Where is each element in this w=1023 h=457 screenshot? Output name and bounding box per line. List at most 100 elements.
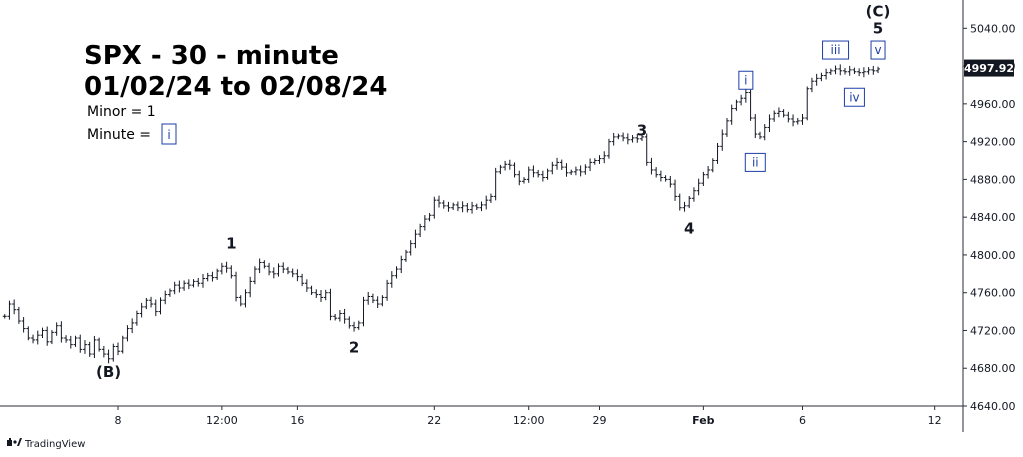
price-bar <box>238 295 243 307</box>
tradingview-logo-icon <box>7 438 22 446</box>
price-bar <box>26 326 31 341</box>
x-tick-label: 16 <box>290 414 304 427</box>
price-bar <box>45 326 50 346</box>
price-bar <box>555 157 560 170</box>
price-bar <box>101 345 106 358</box>
price-bar <box>97 337 102 352</box>
price-bar <box>861 67 866 78</box>
price-bar <box>526 166 531 183</box>
price-bar <box>493 167 498 201</box>
price-bar <box>677 193 682 211</box>
price-bar <box>16 306 21 324</box>
legend-minor: Minor = 1 <box>87 104 156 120</box>
price-bar <box>271 267 276 279</box>
y-tick-label: 4880.00 <box>970 173 1016 186</box>
price-bar <box>682 201 687 212</box>
price-bar <box>748 89 753 121</box>
price-bar <box>257 258 262 274</box>
price-bar <box>375 296 380 308</box>
price-bar <box>611 132 616 146</box>
wave-label: 5 <box>873 19 883 37</box>
price-bar <box>215 268 220 280</box>
price-bar <box>701 171 706 187</box>
price-bar <box>838 64 843 76</box>
price-bar <box>498 164 503 175</box>
price-bar <box>857 68 862 77</box>
price-bar <box>809 77 814 93</box>
x-tick-label: 29 <box>593 414 607 427</box>
price-bar <box>762 124 767 141</box>
price-bar <box>144 297 149 310</box>
price-bar <box>276 263 281 277</box>
price-bar <box>521 177 526 184</box>
price-bar <box>370 293 375 304</box>
x-tick-label: 12:00 <box>206 414 238 427</box>
price-bar <box>139 302 144 318</box>
y-tick-label: 4680.00 <box>970 362 1016 375</box>
price-bar <box>7 300 12 320</box>
price-bar <box>446 201 451 212</box>
y-tick-label: 4640.00 <box>970 400 1016 413</box>
price-bar <box>309 285 314 295</box>
price-bar <box>21 317 26 333</box>
price-bar <box>68 335 73 349</box>
price-bar <box>687 196 692 209</box>
price-bar <box>347 316 352 329</box>
price-bar <box>630 135 635 143</box>
price-bar <box>40 327 45 339</box>
price-bar <box>116 342 121 356</box>
x-tick-label: 12:00 <box>513 414 545 427</box>
wave-label: 4 <box>684 219 694 237</box>
price-bar <box>328 288 333 321</box>
price-bar <box>772 110 777 122</box>
price-bar <box>668 175 673 188</box>
price-bar <box>724 118 729 137</box>
price-bar <box>569 169 574 176</box>
price-bar <box>583 164 588 175</box>
last-price-marker: 4997.92 <box>964 59 1014 77</box>
price-bar <box>149 296 154 308</box>
price-bar <box>295 269 300 282</box>
legend-minute-box-label: i <box>167 128 170 142</box>
price-bar <box>800 114 805 125</box>
price-bar <box>729 104 734 125</box>
price-bar <box>814 73 819 86</box>
price-bar <box>229 265 234 279</box>
price-bar <box>177 280 182 293</box>
price-bar <box>842 67 847 75</box>
price-bar <box>706 165 711 179</box>
price-bar <box>663 175 668 182</box>
price-bar <box>352 321 357 332</box>
price-bar <box>300 273 305 287</box>
price-bar <box>262 260 267 269</box>
price-bar <box>833 65 838 75</box>
price-bar <box>644 133 649 166</box>
svg-text:i: i <box>744 73 747 87</box>
x-tick-label: 12 <box>928 414 942 427</box>
price-bar <box>616 133 621 140</box>
price-bar <box>795 118 800 125</box>
price-bar <box>559 159 564 170</box>
price-bar <box>342 308 347 324</box>
legend-minute: Minute = <box>87 127 151 143</box>
svg-text:v: v <box>874 43 881 57</box>
price-bar <box>824 68 829 80</box>
price-bar <box>186 279 191 290</box>
wave-label: 3 <box>637 121 647 139</box>
last-price-background <box>964 59 1014 77</box>
price-bar <box>243 289 248 308</box>
wave-label: (C) <box>866 2 891 20</box>
price-bar <box>182 280 187 291</box>
y-tick-label: 4800.00 <box>970 249 1016 262</box>
price-bar <box>134 310 139 326</box>
y-tick-label: 4920.00 <box>970 136 1016 149</box>
price-bar <box>847 65 852 76</box>
wave-box-label: i <box>738 70 754 90</box>
wave-box-label: v <box>870 40 886 60</box>
price-bar <box>120 335 125 354</box>
price-bar <box>484 195 489 210</box>
price-bar <box>776 107 781 118</box>
price-bar <box>602 151 607 164</box>
price-bar <box>64 335 69 343</box>
